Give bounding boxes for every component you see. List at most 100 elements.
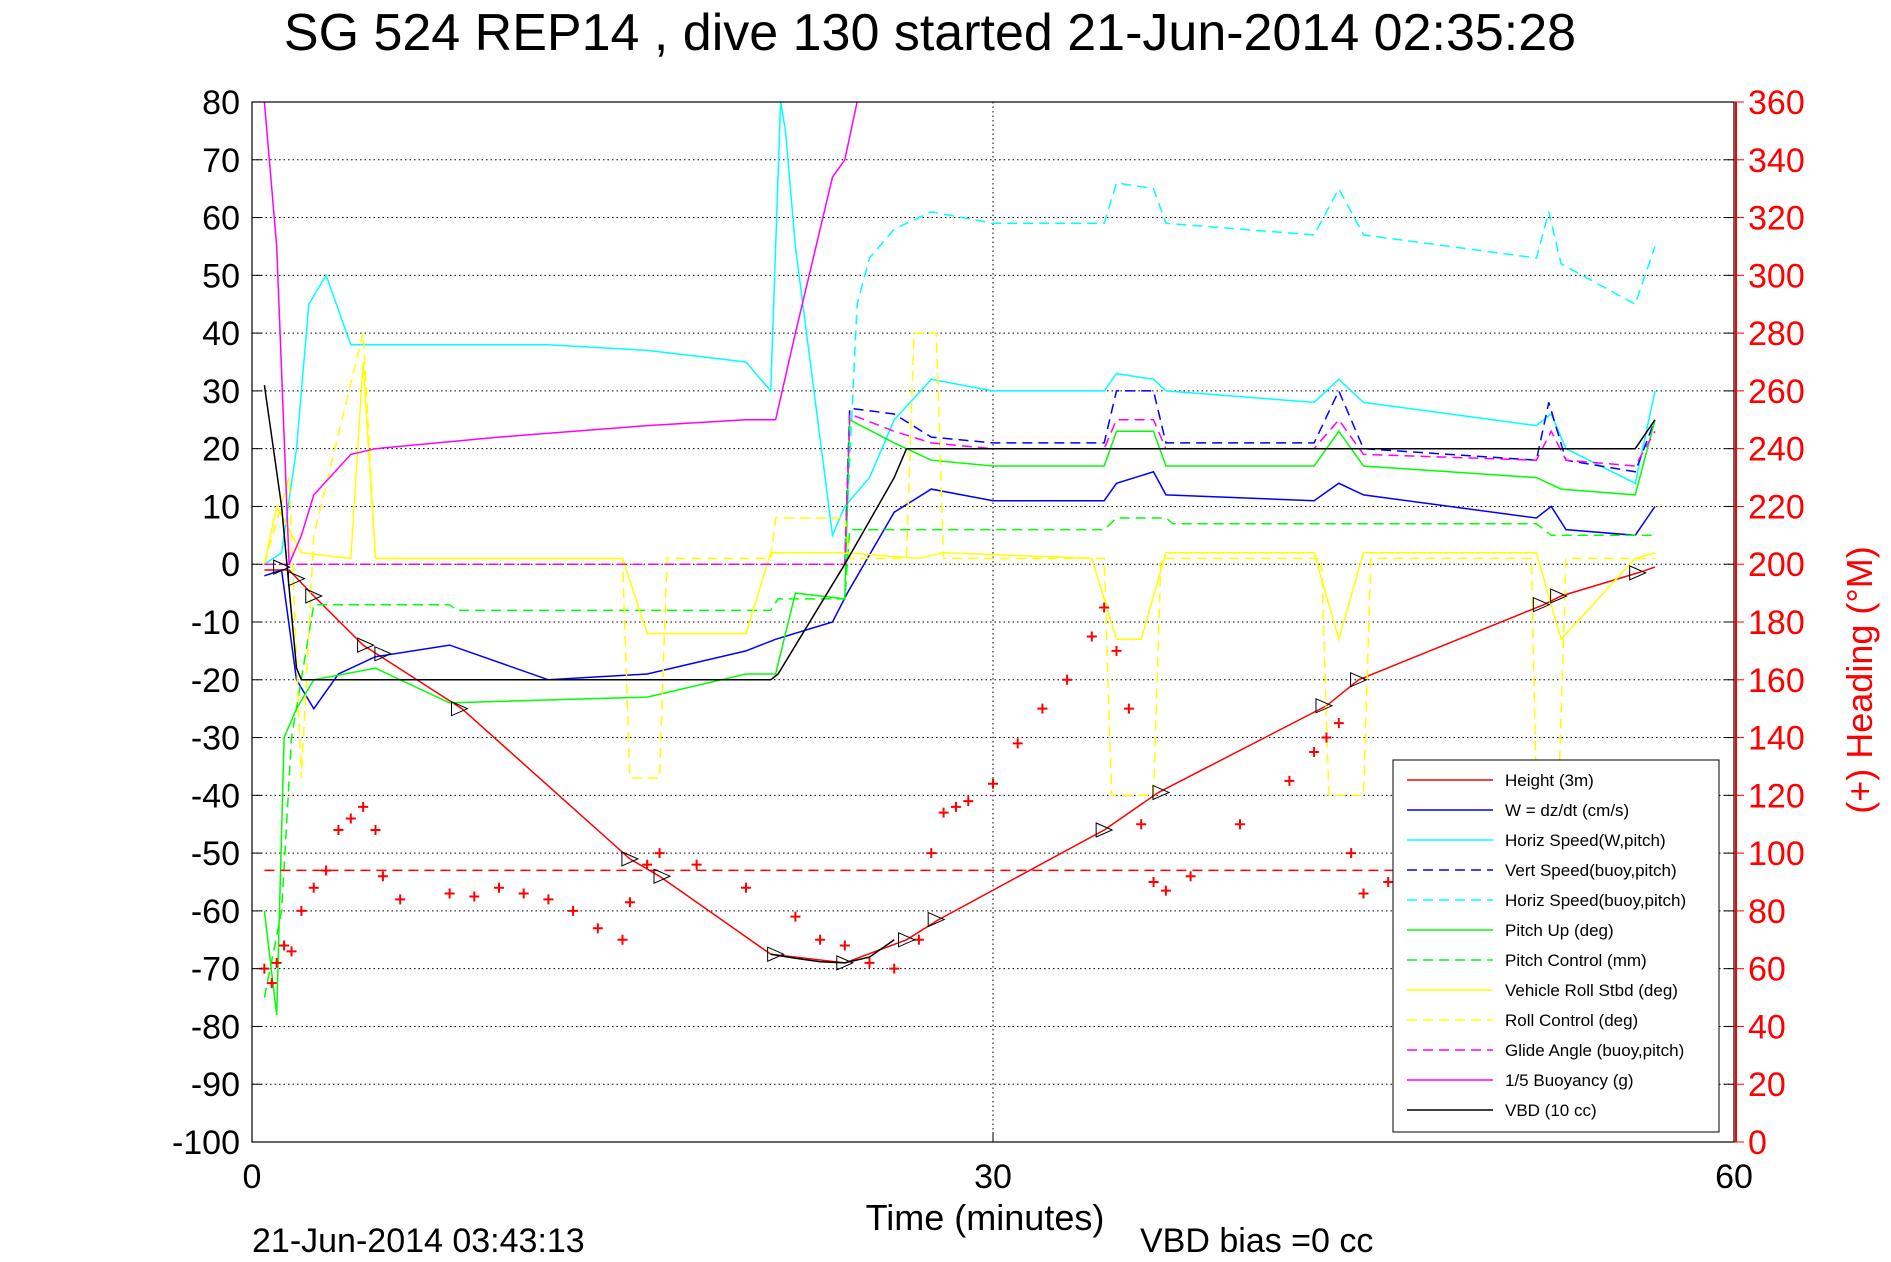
right-axis-label: (+) Heading (°M) — [1839, 546, 1880, 813]
chart-title: SG 524 REP14 , dive 130 started 21-Jun-2… — [284, 4, 1576, 62]
left-tick-label: -20 — [191, 662, 240, 700]
series-line-4 — [844, 182, 1656, 565]
heading-marker — [950, 801, 961, 812]
height-triangle-marker — [1152, 784, 1171, 801]
left-tick-label: 60 — [202, 200, 240, 238]
left-tick-label: 80 — [202, 84, 240, 122]
heading-marker — [790, 911, 801, 922]
legend-label: Horiz Speed(W,pitch) — [1505, 831, 1666, 850]
heading-marker — [1358, 888, 1369, 899]
height-triangle-marker — [836, 955, 855, 971]
heading-marker — [308, 882, 319, 893]
heading-marker — [1333, 718, 1344, 729]
heading-marker — [624, 897, 635, 908]
right-tick-label: 360 — [1748, 84, 1805, 122]
heading-marker — [617, 934, 628, 945]
right-tick-label: 240 — [1748, 431, 1805, 469]
series-line-11 — [263, 384, 1656, 681]
height-triangle-marker — [898, 932, 916, 948]
right-tick-label: 40 — [1748, 1008, 1786, 1046]
height-triangle-marker — [927, 911, 946, 928]
right-tick-label: 60 — [1748, 951, 1786, 989]
series-line-14 — [770, 939, 895, 964]
heading-marker — [333, 825, 344, 835]
height-triangle-marker — [767, 946, 785, 962]
x-tick-label: 30 — [974, 1158, 1012, 1196]
heading-marker — [691, 859, 702, 870]
right-tick-label: 280 — [1748, 315, 1805, 353]
heading-marker — [654, 848, 665, 859]
legend-label: Vehicle Roll Stbd (deg) — [1505, 981, 1678, 1000]
left-tick-label: -50 — [191, 835, 240, 873]
right-tick-label: 120 — [1748, 777, 1805, 815]
left-tick-label: 10 — [202, 488, 240, 526]
heading-marker — [1136, 819, 1147, 830]
legend-label: Horiz Speed(buoy,pitch) — [1505, 891, 1686, 910]
heading-marker — [1160, 885, 1171, 896]
left-tick-label: 40 — [202, 315, 240, 353]
height-triangle-marker — [1550, 588, 1568, 604]
left-tick-label: -90 — [191, 1066, 240, 1104]
series-line-1 — [264, 470, 1656, 711]
heading-marker — [889, 963, 900, 974]
right-tick-label: 140 — [1748, 720, 1805, 758]
height-triangle-marker — [374, 646, 393, 662]
footer-timestamp: 21-Jun-2014 03:43:13 — [252, 1222, 585, 1260]
axes: 80706050403020100-10-20-30-40-50-60-70-8… — [172, 84, 1805, 1196]
heading-marker — [1185, 871, 1196, 882]
height-triangle-marker — [287, 570, 306, 587]
legend-label: Height (3m) — [1505, 771, 1594, 790]
heading-marker — [839, 940, 850, 951]
right-tick-label: 340 — [1748, 142, 1805, 180]
heading-marker — [741, 882, 751, 893]
height-triangle-marker — [1315, 698, 1334, 714]
height-triangle-marker — [653, 868, 672, 884]
heading-marker — [963, 796, 974, 807]
heading-marker — [345, 813, 356, 824]
left-tick-label: 50 — [202, 257, 240, 295]
legend-label: VBD (10 cc) — [1505, 1101, 1597, 1120]
heading-marker — [1099, 602, 1110, 613]
right-tick-label: 20 — [1748, 1066, 1786, 1104]
x-axis-label: Time (minutes) — [866, 1197, 1105, 1238]
height-triangle-marker — [357, 637, 375, 653]
left-tick-label: -40 — [191, 777, 240, 815]
series-layer — [259, 101, 1656, 1015]
legend-label: Pitch Up (deg) — [1505, 921, 1614, 940]
legend-label: Vert Speed(buoy,pitch) — [1505, 861, 1677, 880]
height-triangle-marker — [450, 700, 469, 717]
right-tick-label: 300 — [1748, 257, 1805, 295]
right-tick-label: 260 — [1748, 373, 1805, 411]
x-tick-label: 0 — [243, 1158, 262, 1196]
legend-label: 1/5 Buoyancy (g) — [1505, 1071, 1634, 1090]
height-markers — [273, 559, 1647, 971]
series-line-7 — [263, 361, 1656, 643]
left-tick-label: 30 — [202, 373, 240, 411]
heading-marker — [864, 957, 875, 968]
heading-marker — [592, 923, 603, 934]
right-tick-label: 100 — [1748, 835, 1805, 873]
heading-marker — [1235, 819, 1245, 830]
series-line-6 — [263, 517, 1655, 998]
heading-marker — [266, 978, 277, 989]
height-triangle-marker — [621, 851, 640, 867]
legend-label: Pitch Control (mm) — [1505, 951, 1647, 970]
series-line-3 — [844, 389, 1656, 565]
heading-marker — [1148, 877, 1159, 887]
height-triangle-marker — [1532, 596, 1551, 613]
heading-marker — [444, 888, 455, 899]
height-triangle-marker — [1629, 565, 1647, 581]
series-line-9 — [264, 412, 1656, 565]
legend: Height (3m) W = dz/dt (cm/s) Horiz Speed(W… — [1392, 759, 1720, 1133]
right-tick-label: 320 — [1748, 200, 1805, 238]
heading-marker — [286, 946, 297, 957]
heading-marker — [568, 905, 579, 916]
left-tick-label: -60 — [191, 893, 240, 931]
right-tick-label: 180 — [1748, 604, 1805, 642]
right-tick-label: 0 — [1748, 1124, 1767, 1162]
heading-marker — [395, 894, 406, 905]
right-tick-label: 80 — [1748, 893, 1786, 931]
heading-marker — [358, 801, 369, 812]
series-line-0 — [264, 566, 1656, 964]
